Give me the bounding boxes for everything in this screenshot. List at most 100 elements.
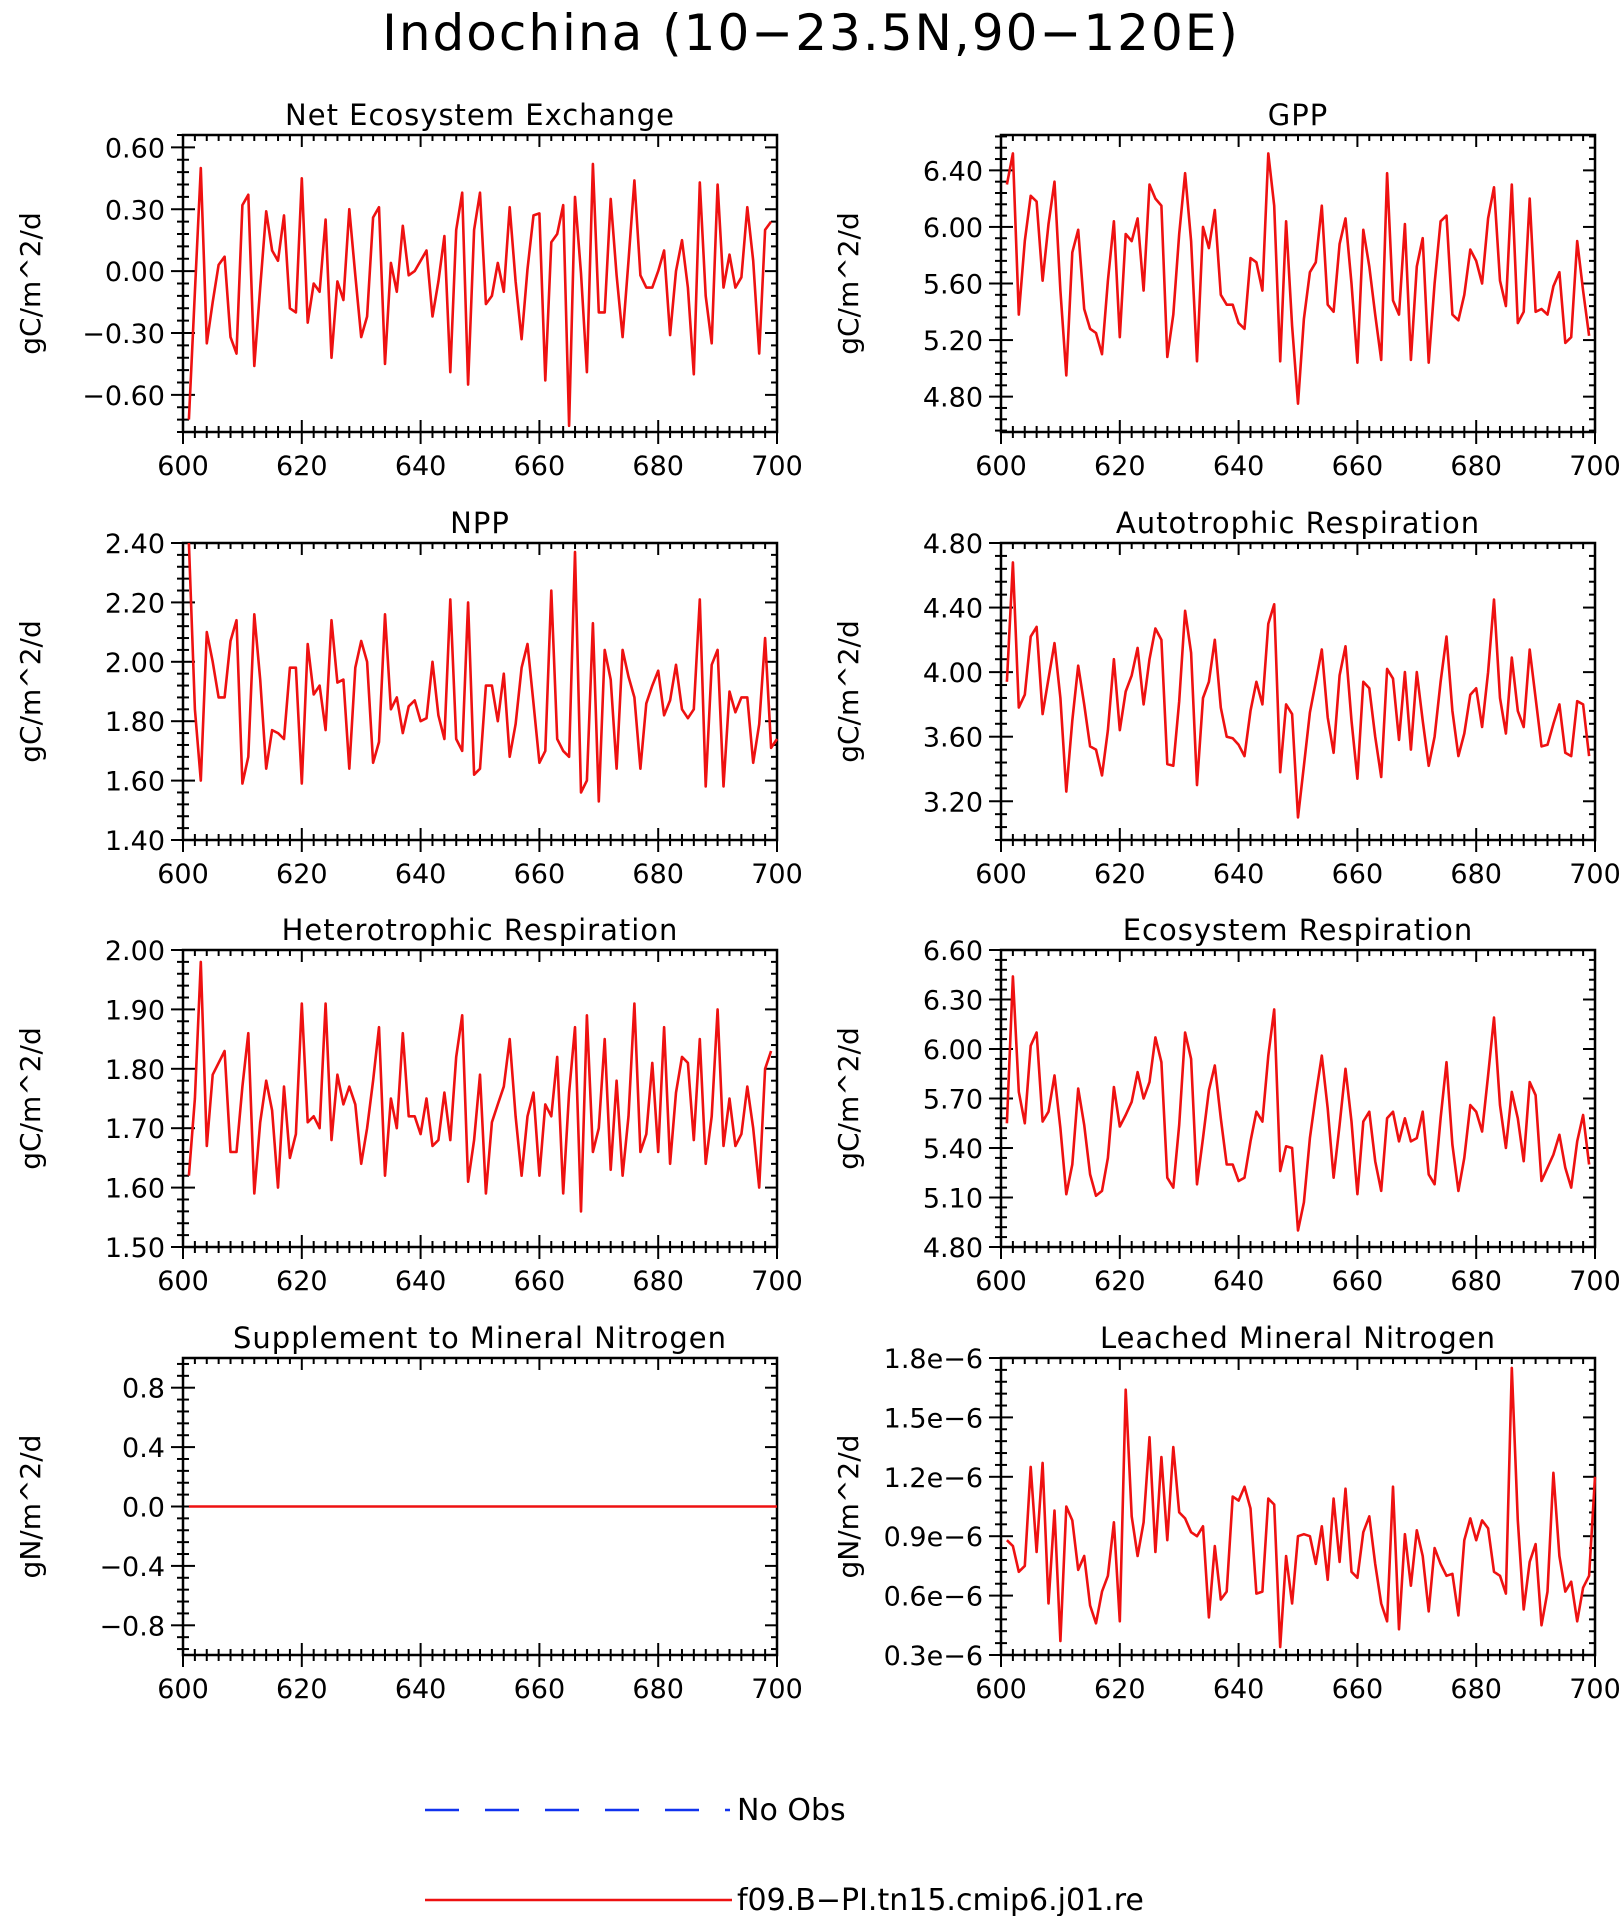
y-tick-label: 1.80: [105, 1055, 165, 1086]
y-tick-label: 5.20: [923, 326, 983, 357]
x-tick-label: 660: [514, 1674, 566, 1705]
y-tick-label: 1.40: [105, 826, 165, 857]
x-tick-label: 620: [276, 1674, 328, 1705]
chart-panel-7: Leached Mineral Nitrogen gN/m^2/d 600 620 64…: [832, 1321, 1621, 1705]
panel-title: Heterotrophic Respiration: [282, 913, 679, 947]
series-line: [1005, 975, 1591, 1232]
x-tick-label: 640: [395, 859, 447, 890]
x-tick-label: 600: [975, 859, 1027, 890]
y-tick-label: 1.90: [105, 995, 165, 1026]
y-tick-label: 0.30: [105, 195, 165, 226]
y-axis-label: gN/m^2/d: [14, 1435, 47, 1579]
x-tick-label: 620: [1094, 451, 1146, 482]
y-tick-label: −0.8: [99, 1611, 165, 1642]
chart-panel-5: Ecosystem Respiration gC/m^2/d 600 620 640 66…: [832, 913, 1621, 1297]
y-axis-label: gN/m^2/d: [832, 1435, 865, 1579]
panel-title: Autotrophic Respiration: [1116, 506, 1480, 540]
x-tick-label: 620: [276, 451, 328, 482]
x-tick-label: 620: [276, 859, 328, 890]
y-tick-label: 6.00: [923, 1035, 983, 1066]
x-tick-label: 680: [1450, 451, 1502, 482]
y-tick-label: 1.8e−6: [884, 1344, 983, 1375]
y-tick-label: 2.40: [105, 529, 165, 560]
series-line: [187, 960, 773, 1213]
y-tick-label: 6.40: [923, 156, 983, 187]
series-line: [1005, 152, 1591, 405]
x-tick-label: 660: [1332, 859, 1384, 890]
y-tick-label: 5.40: [923, 1134, 983, 1165]
x-tick-label: 640: [395, 451, 447, 482]
y-tick-label: 1.60: [105, 1174, 165, 1205]
y-tick-label: 0.00: [105, 257, 165, 288]
x-tick-label: 620: [1094, 1674, 1146, 1705]
plot-frame: [999, 948, 1597, 1249]
x-tick-label: 700: [1569, 451, 1621, 482]
y-tick-label: 1.50: [105, 1233, 165, 1264]
x-tick-label: 600: [157, 451, 209, 482]
y-tick-label: 2.00: [105, 936, 165, 967]
y-tick-label: 6.00: [923, 213, 983, 244]
x-tick-label: 640: [395, 1674, 447, 1705]
y-tick-label: 0.0: [122, 1493, 165, 1524]
chart-panel-2: NPP gC/m^2/d 600 620 640 660 680 700 1.40 1.60 1.8…: [14, 506, 803, 890]
chart-panel-6: Supplement to Mineral Nitrogen gN/m^2/d 60…: [14, 1321, 803, 1705]
y-tick-label: 1.2e−6: [884, 1463, 983, 1494]
x-tick-label: 700: [751, 859, 803, 890]
y-tick-label: 1.70: [105, 1114, 165, 1145]
page-title: Indochina (10−23.5N,90−120E): [382, 4, 1240, 62]
x-tick-label: 700: [751, 451, 803, 482]
y-tick-label: 3.20: [923, 787, 983, 818]
y-tick-label: 1.80: [105, 707, 165, 738]
y-tick-label: 4.40: [923, 594, 983, 625]
series-line: [187, 162, 773, 428]
y-tick-label: 5.10: [923, 1184, 983, 1215]
y-tick-label: 0.9e−6: [884, 1522, 983, 1553]
x-tick-label: 700: [1569, 1266, 1621, 1297]
x-tick-label: 660: [1332, 1674, 1384, 1705]
panel-title: Ecosystem Respiration: [1123, 913, 1474, 947]
chart-panels: Net Ecosystem Exchange gC/m^2/d 600 620 640 6…: [14, 98, 1621, 1705]
chart-panel-4: Heterotrophic Respiration gC/m^2/d 600 620 6…: [14, 913, 803, 1297]
x-tick-label: 620: [1094, 1266, 1146, 1297]
y-tick-label: −0.30: [82, 319, 165, 350]
plot-frame: [181, 541, 779, 842]
y-tick-label: 0.8: [122, 1374, 165, 1405]
legend: No Obs f09.B−PI.tn15.cmip6.j01.re: [425, 1793, 1144, 1916]
y-tick-label: 4.00: [923, 658, 983, 689]
x-tick-label: 680: [632, 451, 684, 482]
y-tick-label: 1.5e−6: [884, 1403, 983, 1434]
legend-label-model: f09.B−PI.tn15.cmip6.j01.re: [737, 1883, 1144, 1916]
y-tick-label: 0.6e−6: [884, 1582, 983, 1613]
panel-title: NPP: [450, 506, 510, 540]
y-tick-label: 4.80: [923, 383, 983, 414]
y-tick-label: 2.20: [105, 588, 165, 619]
plot-frame: [999, 1356, 1597, 1657]
y-tick-label: 5.60: [923, 270, 983, 301]
x-tick-label: 660: [1332, 451, 1384, 482]
y-tick-label: −0.60: [82, 381, 165, 412]
y-tick-label: 4.80: [923, 1233, 983, 1264]
y-axis-label: gC/m^2/d: [14, 1027, 47, 1170]
y-tick-label: 5.70: [923, 1085, 983, 1116]
x-tick-label: 600: [157, 1674, 209, 1705]
y-tick-label: 2.00: [105, 648, 165, 679]
y-axis-label: gC/m^2/d: [14, 212, 47, 355]
y-tick-label: 6.60: [923, 936, 983, 967]
series-line: [1005, 561, 1591, 819]
chart-panel-1: GPP gC/m^2/d 600 620 640 660 680 700 4.80 5.20 5.6…: [832, 98, 1621, 482]
x-tick-label: 680: [1450, 1266, 1502, 1297]
x-tick-label: 660: [514, 451, 566, 482]
y-tick-label: 3.60: [923, 723, 983, 754]
y-tick-label: 1.60: [105, 767, 165, 798]
y-tick-label: 0.4: [122, 1433, 165, 1464]
panel-title: Leached Mineral Nitrogen: [1100, 1321, 1496, 1355]
y-tick-label: −0.4: [99, 1552, 165, 1583]
x-tick-label: 620: [1094, 859, 1146, 890]
x-tick-label: 640: [1213, 1266, 1265, 1297]
panel-title: GPP: [1268, 98, 1328, 132]
series-line: [1005, 1366, 1597, 1649]
x-tick-label: 640: [1213, 859, 1265, 890]
y-tick-label: 6.30: [923, 986, 983, 1017]
x-tick-label: 640: [395, 1266, 447, 1297]
